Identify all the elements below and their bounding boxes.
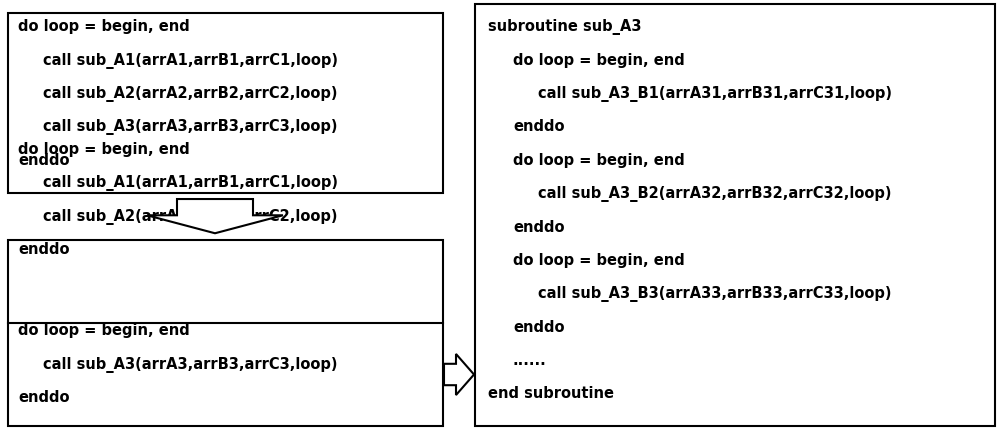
FancyBboxPatch shape (8, 13, 443, 193)
Text: enddo: enddo (513, 119, 564, 134)
Text: call sub_A2(arrA2,arrB2,arrC2,loop): call sub_A2(arrA2,arrB2,arrC2,loop) (43, 86, 338, 102)
Text: call sub_A3_B2(arrA32,arrB32,arrC32,loop): call sub_A3_B2(arrA32,arrB32,arrC32,loop… (538, 186, 892, 202)
Text: end subroutine: end subroutine (488, 386, 614, 401)
Text: call sub_A1(arrA1,arrB1,arrC1,loop): call sub_A1(arrA1,arrB1,arrC1,loop) (43, 175, 338, 191)
FancyBboxPatch shape (475, 4, 995, 426)
Polygon shape (147, 199, 283, 233)
Text: enddo: enddo (18, 153, 70, 168)
Polygon shape (444, 354, 474, 395)
Text: enddo: enddo (513, 320, 564, 335)
Text: do loop = begin, end: do loop = begin, end (513, 53, 685, 68)
Text: call sub_A1(arrA1,arrB1,arrC1,loop): call sub_A1(arrA1,arrB1,arrC1,loop) (43, 53, 338, 68)
Text: call sub_A3(arrA3,arrB3,arrC3,loop): call sub_A3(arrA3,arrB3,arrC3,loop) (43, 357, 338, 372)
Text: enddo: enddo (513, 220, 564, 235)
Text: enddo: enddo (18, 242, 70, 257)
Text: do loop = begin, end: do loop = begin, end (18, 323, 190, 338)
Text: enddo: enddo (18, 390, 70, 405)
Text: call sub_A3_B3(arrA33,arrB33,arrC33,loop): call sub_A3_B3(arrA33,arrB33,arrC33,loop… (538, 286, 892, 302)
Text: call sub_A3_B1(arrA31,arrB31,arrC31,loop): call sub_A3_B1(arrA31,arrB31,arrC31,loop… (538, 86, 892, 102)
Text: call sub_A2(arrA2,arrB2,arrC2,loop): call sub_A2(arrA2,arrB2,arrC2,loop) (43, 209, 338, 225)
Text: do loop = begin, end: do loop = begin, end (513, 153, 685, 168)
Text: do loop = begin, end: do loop = begin, end (513, 253, 685, 268)
FancyBboxPatch shape (8, 240, 443, 426)
Text: subroutine sub_A3: subroutine sub_A3 (488, 19, 642, 35)
Text: do loop = begin, end: do loop = begin, end (18, 19, 190, 34)
Text: ......: ...... (513, 353, 547, 368)
Text: call sub_A3(arrA3,arrB3,arrC3,loop): call sub_A3(arrA3,arrB3,arrC3,loop) (43, 119, 338, 135)
Text: do loop = begin, end: do loop = begin, end (18, 142, 190, 157)
